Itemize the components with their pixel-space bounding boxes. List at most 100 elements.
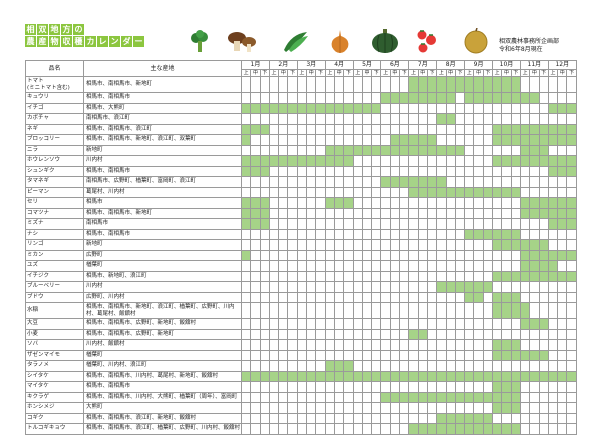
harvest-cell <box>417 186 428 198</box>
harvest-cell <box>333 165 345 177</box>
harvest-cell <box>343 402 354 414</box>
harvest-cell <box>408 370 419 382</box>
crop-area: 相馬市、大熊町 <box>83 102 242 114</box>
crop-row: リンゴ 新地町 <box>25 239 577 251</box>
harvest-cell <box>454 76 466 93</box>
harvest-cell <box>482 349 494 361</box>
harvest-cell <box>250 249 261 261</box>
harvest-cell <box>408 423 419 435</box>
harvest-cell <box>538 423 549 435</box>
harvest-cell <box>240 228 252 240</box>
harvest-cell <box>268 281 280 293</box>
harvest-cell <box>482 165 494 177</box>
harvest-cell <box>343 260 354 272</box>
harvest-cell <box>287 402 298 414</box>
crop-name: マイタケ <box>25 381 84 393</box>
harvest-cell <box>473 360 484 372</box>
harvest-cell <box>343 281 354 293</box>
harvest-cell <box>501 144 512 156</box>
harvest-cell <box>352 144 363 156</box>
harvest-cell <box>250 339 261 351</box>
harvest-cell <box>287 381 298 393</box>
period-header: 下 <box>482 69 494 77</box>
harvest-cell <box>287 144 298 156</box>
harvest-cell <box>566 76 577 93</box>
harvest-cell <box>566 123 577 135</box>
harvest-cell <box>315 102 326 114</box>
harvest-cell <box>389 302 401 319</box>
harvest-cell <box>399 360 410 372</box>
harvest-cell <box>343 302 354 319</box>
harvest-cell <box>333 360 345 372</box>
harvest-cell <box>240 92 252 104</box>
harvest-cell <box>454 281 466 293</box>
harvest-cell <box>315 92 326 104</box>
harvest-cell <box>296 302 308 319</box>
harvest-cell <box>473 155 484 167</box>
crop-name: ユズ <box>25 260 84 272</box>
harvest-cell <box>361 349 373 361</box>
harvest-cell <box>529 134 540 146</box>
harvest-cell <box>315 260 326 272</box>
harvest-cell <box>464 176 475 188</box>
harvest-cell <box>408 134 419 146</box>
harvest-cell <box>473 349 484 361</box>
harvest-cell <box>464 144 475 156</box>
harvest-cell <box>491 134 503 146</box>
harvest-cell <box>361 270 373 282</box>
harvest-cell <box>268 92 280 104</box>
harvest-cell <box>547 339 559 351</box>
harvest-cell <box>315 123 326 135</box>
harvest-cell <box>240 207 252 219</box>
period-header: 下 <box>315 69 326 77</box>
harvest-cell <box>250 155 261 167</box>
harvest-cell <box>343 113 354 125</box>
harvest-cell <box>454 186 466 198</box>
harvest-cell <box>333 270 345 282</box>
harvest-cell <box>361 360 373 372</box>
harvest-cell <box>250 318 261 330</box>
harvest-cell <box>557 123 568 135</box>
harvest-cell <box>296 134 308 146</box>
harvest-cell <box>389 76 401 93</box>
crop-area: 大熊町 <box>83 402 242 414</box>
harvest-cell <box>371 270 382 282</box>
harvest-cell <box>324 412 335 424</box>
crop-row: ユズ 楢葉町 <box>25 260 577 272</box>
harvest-cell <box>324 381 335 393</box>
month-header: 1月 <box>241 60 270 70</box>
harvest-cell <box>473 76 484 93</box>
harvest-cell <box>529 165 540 177</box>
harvest-cell <box>473 260 484 272</box>
period-header: 下 <box>426 69 438 77</box>
harvest-cell <box>547 102 559 114</box>
harvest-cell <box>315 134 326 146</box>
harvest-cell <box>491 291 503 303</box>
harvest-cell <box>464 381 475 393</box>
harvest-cell <box>250 270 261 282</box>
crop-name: ネギ <box>25 123 84 135</box>
harvest-cell <box>426 370 438 382</box>
harvest-cell <box>436 144 447 156</box>
title-char: 方 <box>61 24 72 35</box>
harvest-cell <box>352 281 363 293</box>
harvest-cell <box>473 318 484 330</box>
harvest-cell <box>343 318 354 330</box>
harvest-cell <box>566 302 577 319</box>
harvest-cell <box>240 144 252 156</box>
harvest-cell <box>538 260 549 272</box>
harvest-cell <box>426 349 438 361</box>
harvest-cell <box>473 228 484 240</box>
harvest-cell <box>482 76 494 93</box>
harvest-cell <box>250 102 261 114</box>
harvest-cell <box>306 239 317 251</box>
harvest-cell <box>445 155 456 167</box>
harvest-cell <box>287 197 298 209</box>
harvest-cell <box>324 102 335 114</box>
harvest-cell <box>519 423 531 435</box>
harvest-cell <box>454 102 466 114</box>
crop-name: ブルーベリー <box>25 281 84 293</box>
harvest-cell <box>399 412 410 424</box>
harvest-cell <box>538 391 549 403</box>
harvest-cell <box>240 186 252 198</box>
